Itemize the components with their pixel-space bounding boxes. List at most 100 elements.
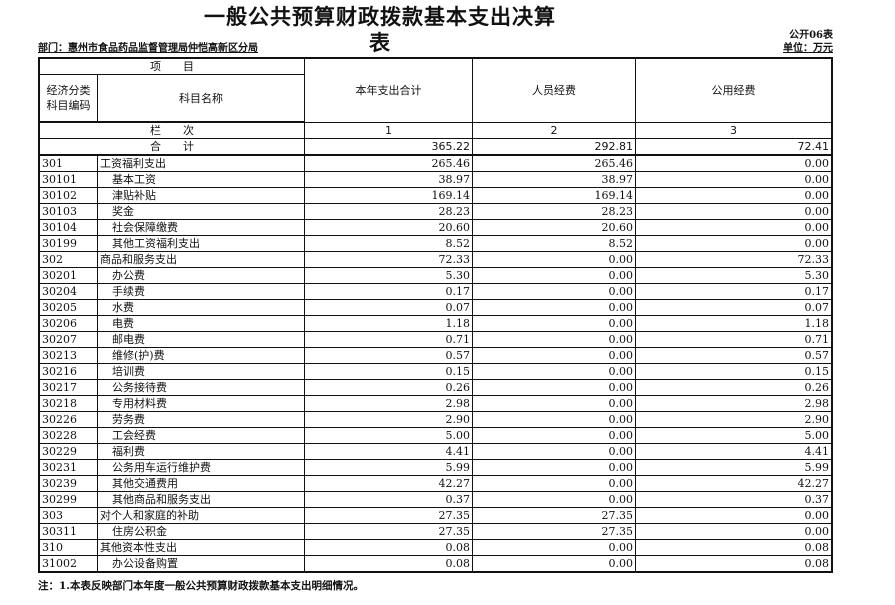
- personnel-cell: 0.00: [472, 267, 636, 284]
- personnel-cell: 0.00: [472, 251, 636, 268]
- code-cell: 30101: [38, 171, 98, 188]
- name-cell: 津贴补贴: [97, 187, 305, 204]
- name-cell: 基本工资: [97, 171, 305, 188]
- total-expenditure-cell: 2.90: [304, 411, 473, 428]
- total-expenditure-cell: 72.33: [304, 251, 473, 268]
- table-row: 30213 维修(护)费 0.57 0.00 0.57: [38, 347, 833, 364]
- personnel-cell: 0.00: [472, 411, 636, 428]
- personnel-cell: 0.00: [472, 283, 636, 300]
- code-cell: 30104: [38, 219, 98, 236]
- public-cell: 0.37: [635, 491, 833, 508]
- table-row: 30231 公务用车运行维护费 5.99 0.00 5.99: [38, 459, 833, 476]
- name-cell: 其他工资福利支出: [97, 235, 305, 252]
- name-cell: 工资福利支出: [97, 154, 305, 172]
- table-row: 30311 住房公积金 27.35 27.35 0.00: [38, 523, 833, 540]
- header-name: 科目名称: [97, 74, 305, 123]
- name-cell: 公务用车运行维护费: [97, 459, 305, 476]
- public-cell: 0.00: [635, 171, 833, 188]
- header-personnel: 人员经费: [472, 57, 636, 123]
- total-expenditure-cell: 0.08: [304, 539, 473, 556]
- public-cell: 5.99: [635, 459, 833, 476]
- public-cell: 1.18: [635, 315, 833, 332]
- personnel-cell: 20.60: [472, 219, 636, 236]
- total-expenditure-cell: 265.46: [304, 154, 473, 172]
- code-cell: 30226: [38, 411, 98, 428]
- public-cell: 0.07: [635, 299, 833, 316]
- personnel-cell: 169.14: [472, 187, 636, 204]
- personnel-cell: 0.00: [472, 427, 636, 444]
- total-expenditure-cell: 20.60: [304, 219, 473, 236]
- table-row: 30217 公务接待费 0.26 0.00 0.26: [38, 379, 833, 396]
- table-row: 303 对个人和家庭的补助 27.35 27.35 0.00: [38, 507, 833, 524]
- total-expenditure: 365.22: [304, 138, 473, 156]
- personnel-cell: 0.00: [472, 459, 636, 476]
- personnel-cell: 0.00: [472, 555, 636, 573]
- personnel-cell: 265.46: [472, 154, 636, 172]
- code-cell: 30216: [38, 363, 98, 380]
- table-row: 30103 奖金 28.23 28.23 0.00: [38, 203, 833, 220]
- personnel-cell: 0.00: [472, 379, 636, 396]
- code-cell: 30213: [38, 347, 98, 364]
- public-cell: 0.26: [635, 379, 833, 396]
- row-index-label: 栏 次: [38, 121, 305, 139]
- total-expenditure-cell: 0.37: [304, 491, 473, 508]
- name-cell: 劳务费: [97, 411, 305, 428]
- code-cell: 30199: [38, 235, 98, 252]
- name-cell: 培训费: [97, 363, 305, 380]
- total-expenditure-cell: 0.26: [304, 379, 473, 396]
- header-code: 经济分类 科目编码: [38, 74, 98, 123]
- name-cell: 奖金: [97, 203, 305, 220]
- code-cell: 310: [38, 539, 98, 556]
- total-expenditure-cell: 38.97: [304, 171, 473, 188]
- table-row: 30207 邮电费 0.71 0.00 0.71: [38, 331, 833, 348]
- table-row: 30229 福利费 4.41 0.00 4.41: [38, 443, 833, 460]
- total-expenditure-cell: 5.30: [304, 267, 473, 284]
- total-expenditure-cell: 0.08: [304, 555, 473, 573]
- name-cell: 手续费: [97, 283, 305, 300]
- table-row: 30101 基本工资 38.97 38.97 0.00: [38, 171, 833, 188]
- public-cell: 0.00: [635, 219, 833, 236]
- name-cell: 公务接待费: [97, 379, 305, 396]
- personnel-cell: 0.00: [472, 443, 636, 460]
- code-cell: 30229: [38, 443, 98, 460]
- code-cell: 30204: [38, 283, 98, 300]
- personnel-cell: 0.00: [472, 299, 636, 316]
- name-cell: 办公设备购置: [97, 555, 305, 573]
- table-row: 31002 办公设备购置 0.08 0.00 0.08: [38, 555, 833, 573]
- name-cell: 其他商品和服务支出: [97, 491, 305, 508]
- index-2: 2: [472, 121, 636, 139]
- name-cell: 专用材料费: [97, 395, 305, 412]
- code-cell: 30205: [38, 299, 98, 316]
- index-1: 1: [304, 121, 473, 139]
- table-row: 30239 其他交通费用 42.27 0.00 42.27: [38, 475, 833, 492]
- public-cell: 4.41: [635, 443, 833, 460]
- total-expenditure-cell: 27.35: [304, 523, 473, 540]
- total-expenditure-cell: 169.14: [304, 187, 473, 204]
- total-expenditure-cell: 2.98: [304, 395, 473, 412]
- code-cell: 30311: [38, 523, 98, 540]
- code-cell: 30228: [38, 427, 98, 444]
- personnel-cell: 0.00: [472, 475, 636, 492]
- code-cell: 30206: [38, 315, 98, 332]
- table-row: 302 商品和服务支出 72.33 0.00 72.33: [38, 251, 833, 268]
- code-cell: 301: [38, 154, 98, 172]
- name-cell: 福利费: [97, 443, 305, 460]
- total-expenditure-cell: 5.99: [304, 459, 473, 476]
- total-expenditure-cell: 0.07: [304, 299, 473, 316]
- code-cell: 30217: [38, 379, 98, 396]
- code-cell: 303: [38, 507, 98, 524]
- total-expenditure-cell: 28.23: [304, 203, 473, 220]
- public-cell: 0.00: [635, 154, 833, 172]
- name-cell: 工会经费: [97, 427, 305, 444]
- code-cell: 30299: [38, 491, 98, 508]
- total-expenditure-cell: 0.17: [304, 283, 473, 300]
- table-row: 30204 手续费 0.17 0.00 0.17: [38, 283, 833, 300]
- header-total-expenditure: 本年支出合计: [304, 57, 473, 123]
- table-row: 301 工资福利支出 265.46 265.46 0.00: [38, 154, 833, 172]
- table-row: 30218 专用材料费 2.98 0.00 2.98: [38, 395, 833, 412]
- personnel-cell: 28.23: [472, 203, 636, 220]
- personnel-cell: 27.35: [472, 507, 636, 524]
- public-cell: 5.30: [635, 267, 833, 284]
- name-cell: 其他交通费用: [97, 475, 305, 492]
- personnel-cell: 0.00: [472, 363, 636, 380]
